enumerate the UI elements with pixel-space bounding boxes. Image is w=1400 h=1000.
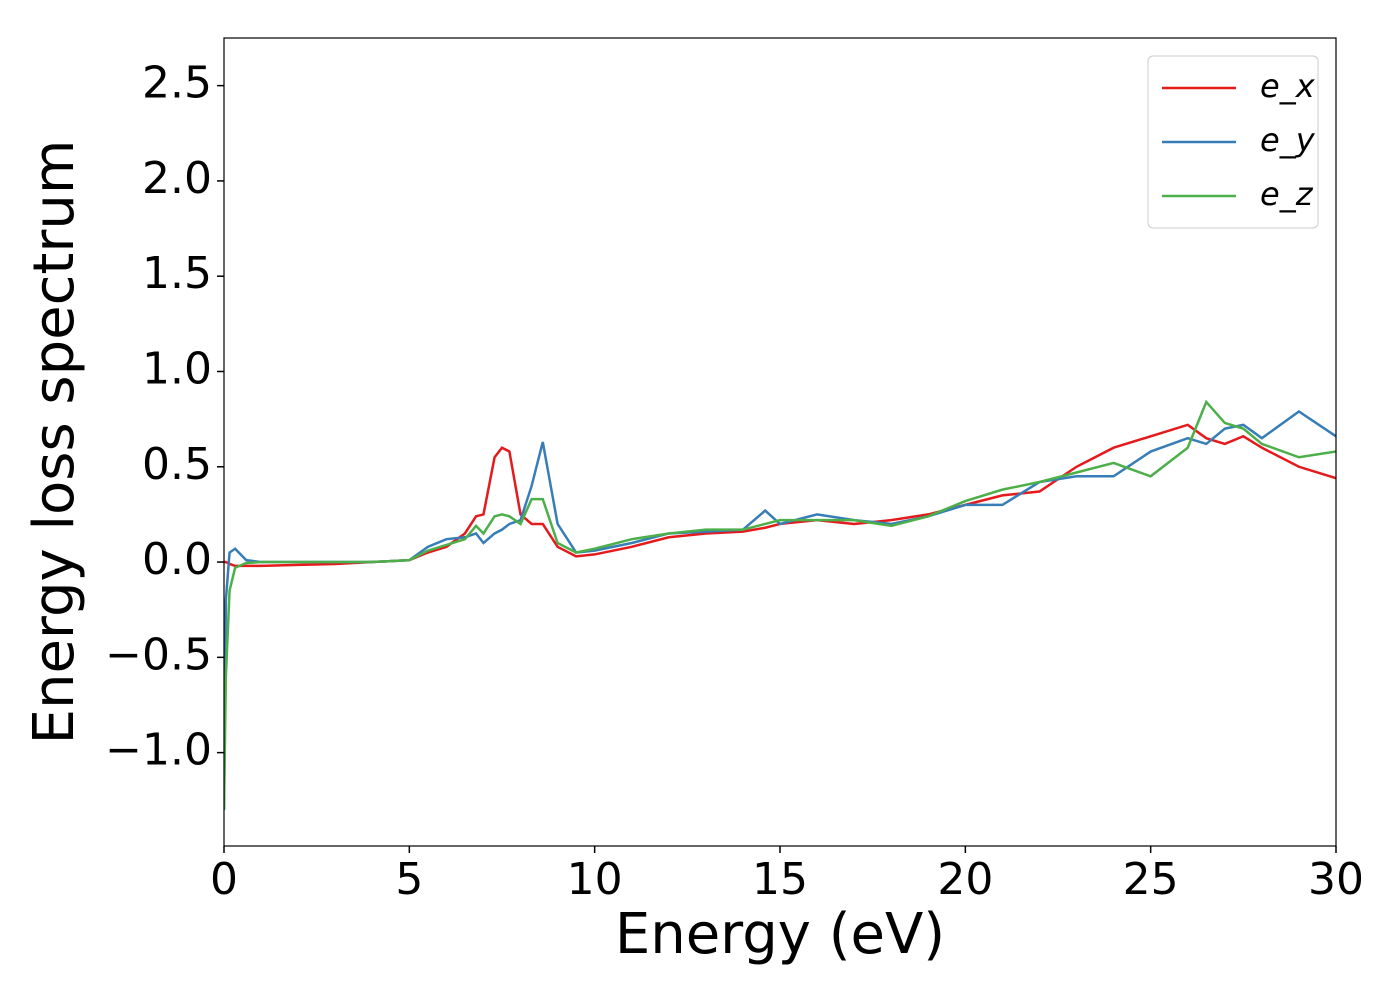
- plot-frame: [223, 37, 1337, 847]
- legend-label: e_z: [1260, 175, 1314, 213]
- x-tick-label: 25: [1123, 854, 1179, 905]
- x-tick-label: 20: [937, 854, 993, 905]
- legend-label: e_x: [1260, 67, 1316, 105]
- y-tick-label: 1.5: [142, 248, 212, 299]
- y-tick-label: 0.5: [142, 439, 212, 490]
- y-tick-label: −1.0: [105, 725, 212, 776]
- y-tick-label: −0.5: [105, 629, 212, 680]
- legend-label: e_y: [1260, 121, 1316, 159]
- x-tick-label: 0: [210, 854, 238, 905]
- y-tick-label: 2.5: [142, 58, 212, 109]
- y-tick-label: 1.0: [142, 343, 212, 394]
- line-series: [224, 399, 1336, 810]
- line-series: [224, 409, 1336, 810]
- x-tick-label: 5: [395, 854, 423, 905]
- y-tick-label: 0.0: [142, 534, 212, 585]
- x-tick-label: 10: [567, 854, 623, 905]
- x-axis-label: Energy (eV): [615, 902, 945, 967]
- x-tick-label: 15: [752, 854, 808, 905]
- x-tick-label: 30: [1308, 854, 1364, 905]
- y-axis-label: Energy loss spectrum: [22, 140, 87, 745]
- y-tick-label: 2.0: [142, 153, 212, 204]
